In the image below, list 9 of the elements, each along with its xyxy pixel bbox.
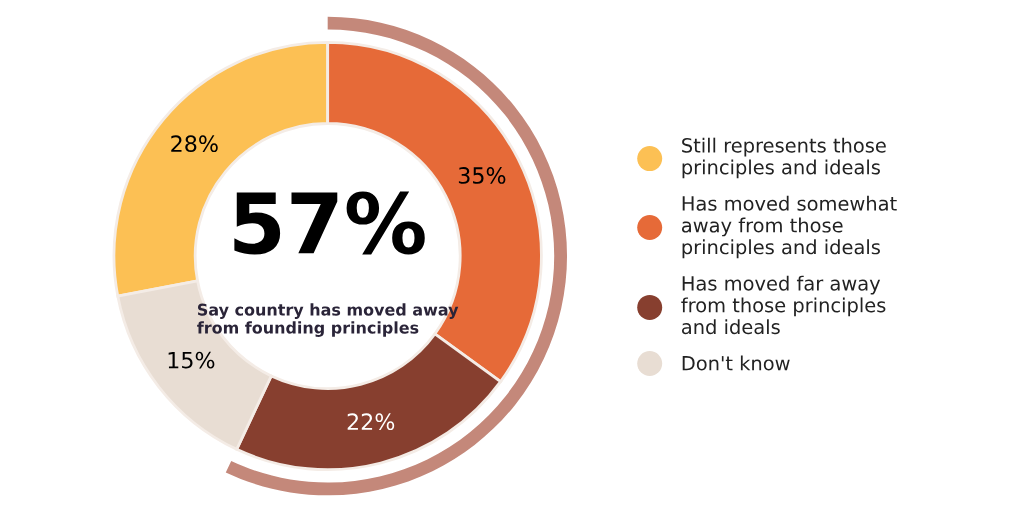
text: 57% xyxy=(234,191,425,255)
data-label: 22% xyxy=(347,413,395,431)
data-label: 28% xyxy=(171,135,218,153)
data-label: 15% xyxy=(168,351,215,369)
legend-label: Has moved far away from those principles and ideals xyxy=(681,275,886,335)
data-label: 35% xyxy=(458,167,506,184)
legend-label: Still represents those principles and ideals xyxy=(682,137,886,179)
legend-label: Has moved somewhat away from those principles and ideals xyxy=(681,195,897,259)
legend-label: Don't know xyxy=(682,355,790,371)
